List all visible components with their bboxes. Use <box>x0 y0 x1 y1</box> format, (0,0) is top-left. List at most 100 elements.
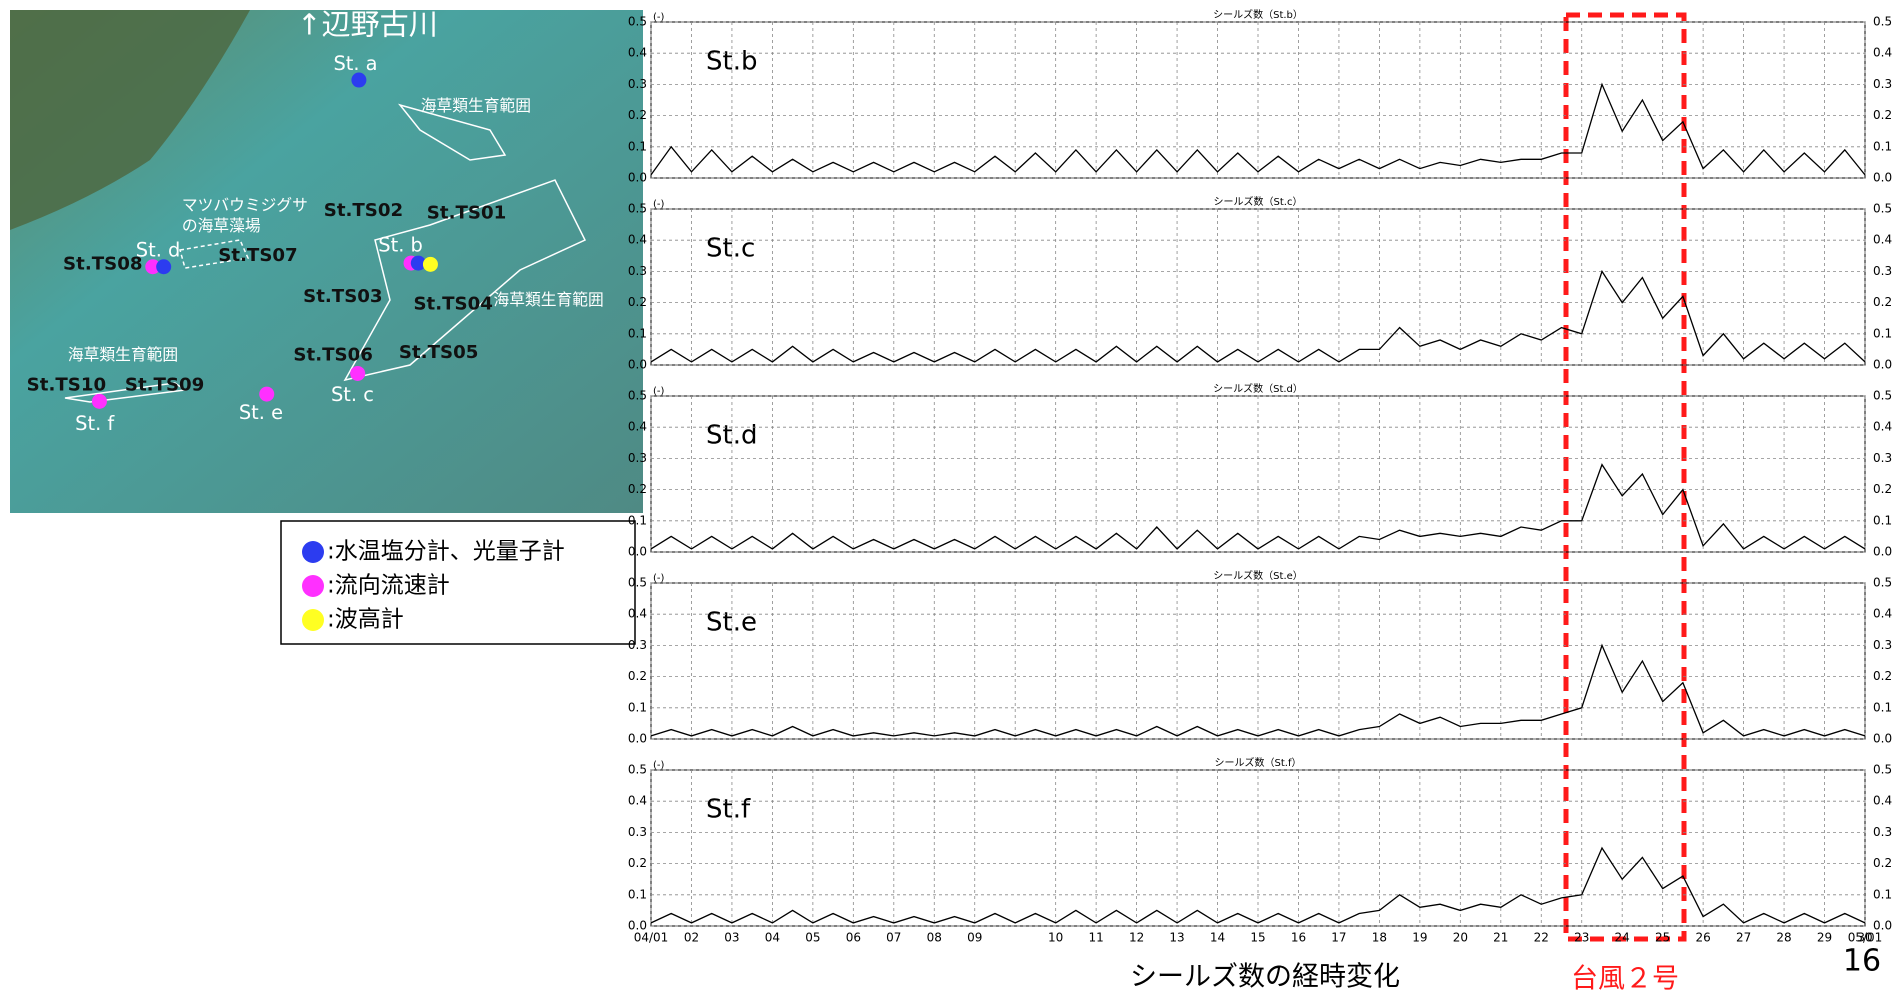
map-label: 海草類生育範囲 <box>493 290 603 309</box>
y2-tick-label: 0.5 <box>1873 576 1892 590</box>
y-tick-label: 0.0 <box>628 171 647 185</box>
y2-tick-label: 0.4 <box>1873 794 1892 808</box>
y2-tick-label: 0.2 <box>1873 482 1892 496</box>
legend-box <box>280 520 636 645</box>
y-tick-label: 0.1 <box>628 513 647 527</box>
y2-tick-label: 0.3 <box>1873 451 1892 465</box>
y2-tick-label: 0.2 <box>1873 295 1892 309</box>
y-tick-label: 0.5 <box>628 576 647 590</box>
chart-title: シールズ数（St.d） <box>1213 382 1303 395</box>
x-tick-label: 03 <box>724 931 739 945</box>
station-dot <box>91 393 107 409</box>
map-label: の海草藻場 <box>182 216 261 235</box>
map-label: St.TS05 <box>399 342 478 363</box>
map-label: St.TS06 <box>293 344 372 365</box>
y-tick-label: 0.2 <box>628 482 647 496</box>
x-tick-label: 08 <box>927 931 942 945</box>
y-tick-label: 0.1 <box>628 887 647 901</box>
chart-title: シールズ数（St.b） <box>1213 8 1303 21</box>
y-tick-label: 0.3 <box>628 77 647 91</box>
x-tick-label: 05 <box>805 931 820 945</box>
line-series <box>650 643 1866 737</box>
map-label: St.TS07 <box>218 245 297 266</box>
map-label: St. f <box>75 412 115 435</box>
legend-swatch <box>302 609 324 631</box>
legend-swatch <box>302 541 324 563</box>
line-series <box>650 463 1866 550</box>
y-tick-label: 0.5 <box>628 389 647 403</box>
y2-tick-label: 0.4 <box>1873 607 1892 621</box>
y-tick-label: 0.3 <box>628 451 647 465</box>
y-tick-label: 0.0 <box>628 732 647 746</box>
y2-tick-label: 0.4 <box>1873 420 1892 434</box>
x-tick-label: 16 <box>1291 931 1306 945</box>
y2-tick-label: 0.5 <box>1873 202 1892 216</box>
line-series <box>650 269 1866 363</box>
station-dot <box>259 386 275 402</box>
map-label: St.TS03 <box>303 286 382 307</box>
y-tick-label: 0.4 <box>628 794 647 808</box>
y-unit: (-) <box>653 573 665 584</box>
y2-tick-label: 0.0 <box>1873 732 1892 746</box>
y-tick-label: 0.4 <box>628 420 647 434</box>
x-tick-label: 04/01 <box>634 931 669 945</box>
y-tick-label: 0.4 <box>628 233 647 247</box>
map-label: マツバウミジグサ <box>182 196 308 215</box>
typhoon-highlight <box>1563 12 1687 942</box>
y-tick-label: 0.4 <box>628 607 647 621</box>
y-tick-label: 0.2 <box>628 856 647 870</box>
map-label: St.TS10 <box>27 375 106 396</box>
station-label: St.c <box>706 234 755 264</box>
x-tick-label: 18 <box>1372 931 1387 945</box>
y-tick-label: 0.0 <box>628 919 647 933</box>
chart-title: シールズ数（St.e） <box>1213 569 1303 582</box>
map-label: St.TS04 <box>413 293 492 314</box>
map-label: 海草類生育範囲 <box>421 96 531 115</box>
map-label: St. e <box>239 401 283 424</box>
station-label: St.f <box>706 795 751 825</box>
y-tick-label: 0.5 <box>628 763 647 777</box>
x-tick-label: 09 <box>967 931 982 945</box>
line-series <box>650 82 1866 176</box>
x-tick-label: 15 <box>1250 931 1265 945</box>
legend-label: :波高計 <box>327 607 404 633</box>
seagrass-bed <box>179 239 250 269</box>
y2-tick-label: 0.1 <box>1873 887 1892 901</box>
x-tick-label: 26 <box>1695 931 1710 945</box>
x-tick-label: 30 <box>1857 931 1872 945</box>
x-tick-label: 20 <box>1453 931 1468 945</box>
map-overlay <box>64 103 587 403</box>
y2-tick-label: 0.1 <box>1873 700 1892 714</box>
map-label: St. b <box>378 234 423 257</box>
y-tick-label: 0.3 <box>628 825 647 839</box>
y2-tick-label: 0.5 <box>1873 763 1892 777</box>
seagrass-area <box>343 179 587 382</box>
y-tick-label: 0.4 <box>628 46 647 60</box>
x-tick-label: 10 <box>1048 931 1063 945</box>
y-unit: (-) <box>653 760 665 771</box>
y2-tick-label: 0.4 <box>1873 233 1892 247</box>
x-tick-label: 27 <box>1736 931 1751 945</box>
x-tick-label: 14 <box>1210 931 1225 945</box>
x-tick-label: 19 <box>1412 931 1427 945</box>
y-tick-label: 0.1 <box>628 326 647 340</box>
x-tick-label: 04 <box>765 931 780 945</box>
land <box>10 10 250 230</box>
y2-tick-label: 0.0 <box>1873 358 1892 372</box>
y-tick-label: 0.2 <box>628 108 647 122</box>
seagrass-area <box>397 103 507 161</box>
y-tick-label: 0.2 <box>628 295 647 309</box>
y2-tick-label: 0.5 <box>1873 389 1892 403</box>
x-tick-label: 21 <box>1493 931 1508 945</box>
x-tick-label: 06 <box>846 931 861 945</box>
y2-tick-label: 0.1 <box>1873 326 1892 340</box>
map-label: St.TS09 <box>125 375 204 396</box>
legend-label: :水温塩分計、光量子計 <box>327 539 565 565</box>
map-label: St.TS02 <box>324 200 403 221</box>
map-label: St. d <box>136 238 181 261</box>
x-tick-label: 05/01 <box>1848 931 1883 945</box>
x-tick-label: 24 <box>1615 931 1630 945</box>
y-tick-label: 0.0 <box>628 545 647 559</box>
y2-tick-label: 0.1 <box>1873 139 1892 153</box>
